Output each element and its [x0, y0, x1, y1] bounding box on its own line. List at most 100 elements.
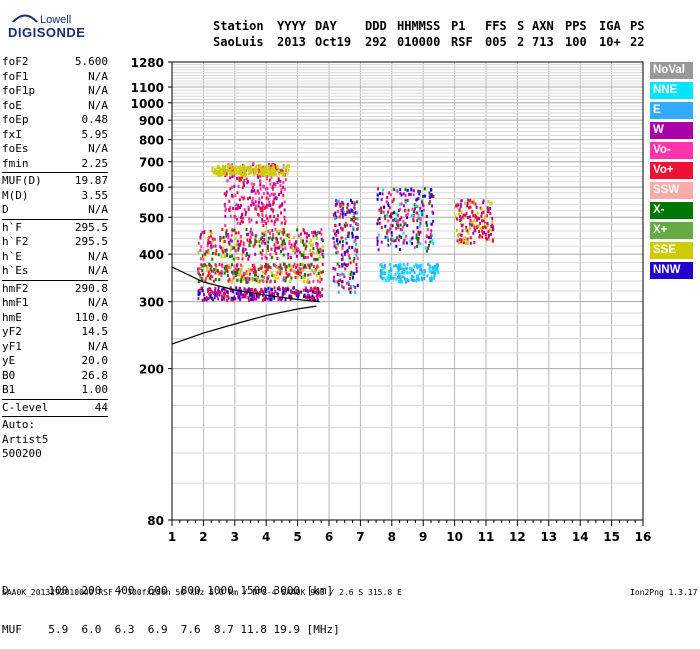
logo-mark-icon	[12, 8, 38, 23]
echo-point	[405, 234, 407, 238]
echo-point	[219, 173, 222, 177]
echo-point	[257, 295, 260, 299]
echo-point	[225, 231, 228, 235]
echo-point	[254, 268, 257, 272]
echo-point	[283, 173, 286, 177]
echo-point	[386, 235, 389, 239]
echo-point	[455, 204, 458, 208]
echo-point	[235, 291, 238, 295]
footer-version: Ion2Png 1.3.17	[630, 588, 698, 597]
echo-point	[201, 230, 204, 234]
echo-point	[390, 233, 393, 237]
echo-point	[304, 247, 307, 251]
cluster-f-trace-mid	[197, 262, 324, 284]
echo-point	[412, 193, 415, 197]
echo-point	[237, 166, 240, 170]
echo-point	[281, 202, 284, 206]
echo-point	[418, 232, 421, 236]
echo-point	[231, 288, 234, 292]
echo-point	[265, 256, 268, 260]
echo-point	[466, 237, 469, 241]
echo-point	[197, 241, 200, 245]
echo-point	[239, 286, 242, 290]
echo-point	[264, 271, 267, 275]
echo-point	[333, 213, 336, 217]
echo-point	[387, 276, 390, 280]
echo-point	[269, 298, 272, 302]
echo-point	[276, 218, 279, 222]
x-tick-label: 10	[446, 530, 463, 544]
echo-point	[201, 269, 204, 273]
echo-point	[431, 270, 434, 274]
echo-point	[290, 245, 293, 249]
echo-point	[239, 222, 242, 225]
echo-point	[321, 252, 324, 256]
echo-point	[279, 298, 282, 302]
echo-point	[277, 276, 280, 280]
echo-point	[389, 242, 392, 246]
echo-point	[266, 246, 269, 250]
echo-point	[382, 276, 385, 280]
echo-point	[217, 173, 220, 177]
echo-point	[471, 200, 474, 204]
echo-point	[344, 237, 347, 241]
echo-point	[211, 251, 214, 255]
echo-point	[262, 291, 265, 295]
echo-point	[247, 197, 249, 201]
echo-point	[353, 272, 356, 276]
echo-point	[356, 284, 359, 288]
echo-point	[212, 270, 215, 274]
echo-point	[391, 200, 394, 204]
echo-point	[310, 262, 313, 266]
echo-point	[221, 265, 224, 269]
echo-point	[316, 246, 319, 249]
echo-point	[416, 226, 419, 230]
echo-point	[272, 164, 275, 168]
legend-w: W	[650, 122, 693, 139]
echo-point	[262, 172, 265, 176]
header-value-9: 100	[565, 35, 587, 49]
echo-point	[294, 251, 297, 255]
echo-point	[279, 263, 282, 267]
echo-point	[223, 202, 226, 206]
echo-point	[267, 197, 270, 201]
echo-point	[307, 280, 310, 284]
echo-point	[488, 233, 490, 237]
echo-point	[405, 267, 408, 271]
echo-point	[205, 275, 208, 279]
echo-point	[420, 269, 423, 273]
echo-point	[222, 246, 225, 250]
echo-point	[267, 219, 270, 223]
echo-points	[197, 162, 495, 302]
param-artist5: Artist5	[2, 432, 49, 446]
echo-point	[203, 231, 206, 234]
echo-point	[466, 242, 468, 245]
echo-point	[311, 297, 314, 301]
echo-point	[228, 209, 231, 213]
echo-point	[318, 275, 321, 278]
echo-point	[433, 277, 436, 280]
echo-point	[251, 295, 254, 299]
echo-point	[244, 172, 247, 176]
param-value: 14.5	[81, 325, 109, 338]
param-value: N/A	[88, 84, 108, 97]
param-label: C-level	[2, 400, 49, 414]
echo-point	[283, 208, 286, 212]
echo-point	[239, 292, 242, 296]
echo-point	[273, 222, 276, 226]
echo-point	[277, 229, 280, 233]
echo-point	[469, 218, 472, 222]
echo-point	[344, 252, 346, 256]
echo-point	[305, 295, 307, 299]
echo-point	[424, 194, 426, 198]
echo-point	[334, 214, 337, 217]
echo-point	[211, 169, 214, 173]
x-tick-label: 14	[572, 530, 589, 544]
echo-point	[417, 264, 420, 268]
echo-point	[402, 225, 405, 229]
echo-point	[314, 290, 317, 294]
echo-point	[235, 243, 238, 247]
echo-point	[301, 240, 304, 244]
echo-point	[334, 223, 336, 227]
echo-point	[265, 165, 268, 169]
